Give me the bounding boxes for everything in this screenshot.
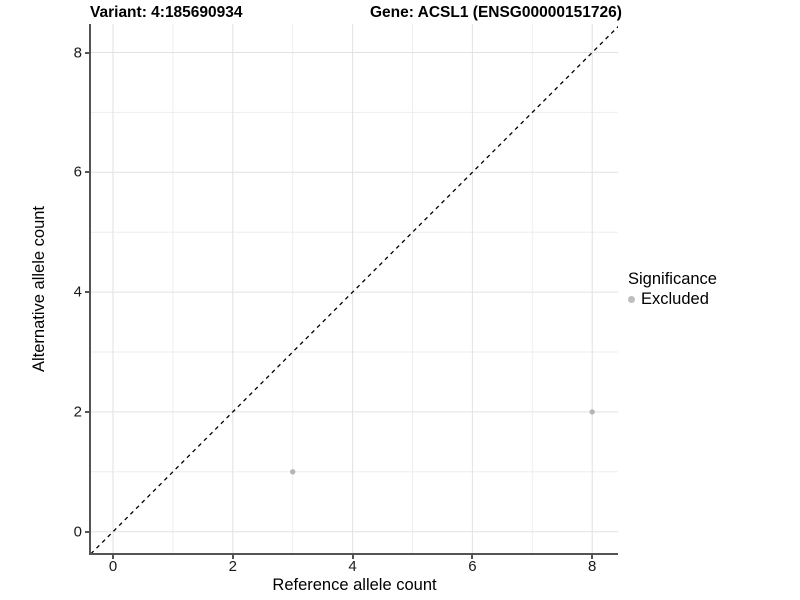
x-tick-mark (471, 555, 474, 559)
x-axis-title: Reference allele count (272, 576, 437, 594)
legend-point-icon (628, 296, 635, 303)
plot-title-variant: Variant: 4:185690934 (90, 4, 243, 21)
x-tick-mark (351, 555, 354, 559)
y-tick-label: 6 (73, 163, 82, 181)
y-tick-mark (85, 291, 89, 294)
x-tick-mark (591, 555, 594, 559)
legend-item-excluded: Excluded (628, 290, 717, 309)
y-tick-mark (85, 530, 89, 533)
y-axis-title: Alternative allele count (30, 205, 48, 372)
x-tick-mark (112, 555, 114, 559)
x-tick-label: 4 (348, 558, 357, 575)
x-tick-mark (231, 555, 234, 559)
y-tick-label: 2 (73, 403, 82, 421)
data-point (290, 469, 296, 475)
y-tick-mark (85, 51, 89, 54)
plot-title-gene: Gene: ACSL1 (ENSG00000151726) (370, 4, 622, 21)
x-tick-label: 6 (468, 558, 477, 575)
y-tick-label: 0 (73, 523, 82, 541)
x-tick-label: 0 (108, 558, 118, 575)
y-tick-label: 4 (73, 283, 82, 301)
y-tick-mark (85, 171, 89, 174)
plot-panel (89, 24, 618, 555)
data-point (589, 409, 595, 415)
legend-title: Significance (628, 270, 717, 288)
legend-item-label: Excluded (641, 290, 709, 308)
plot-area (91, 24, 618, 553)
legend: Significance Excluded (628, 270, 717, 309)
y-tick-label: 8 (73, 44, 82, 61)
y-tick-mark (85, 410, 89, 413)
x-tick-label: 2 (228, 558, 237, 575)
identity-dashed-line (91, 25, 618, 553)
x-tick-label: 8 (588, 558, 597, 575)
